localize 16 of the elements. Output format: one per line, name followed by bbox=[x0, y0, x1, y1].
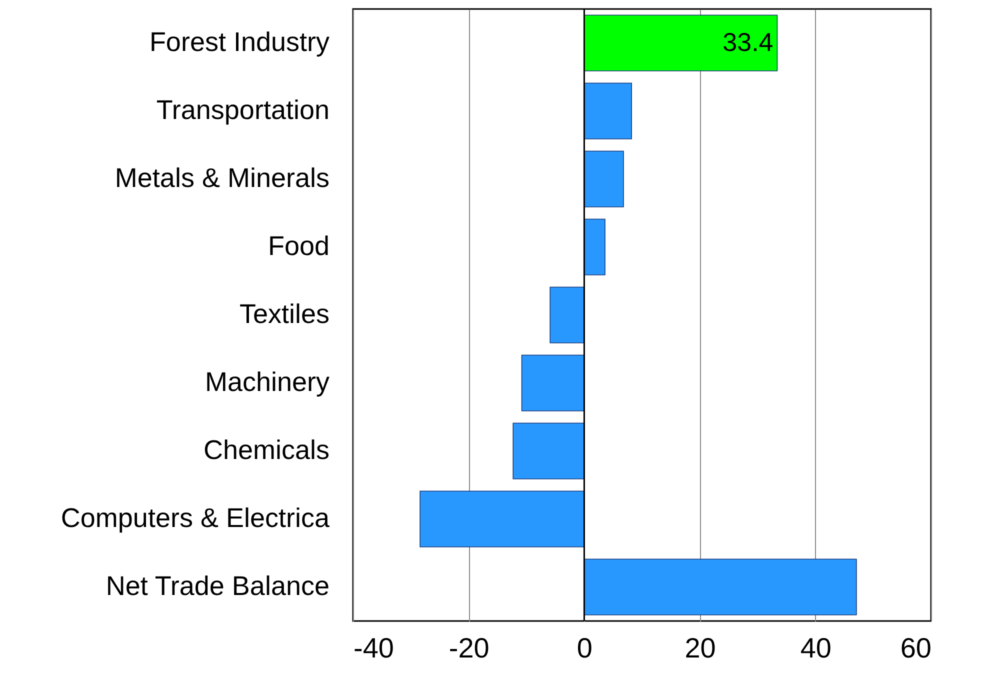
y-tick-label: Transportation bbox=[156, 95, 330, 125]
x-tick-label: -20 bbox=[448, 632, 490, 664]
x-tick-label: 40 bbox=[800, 632, 832, 664]
y-tick-label: Food bbox=[268, 231, 330, 261]
x-tick-label: 0 bbox=[576, 632, 592, 664]
y-tick-label: Metals & Minerals bbox=[114, 163, 330, 193]
y-tick-label: Forest Industry bbox=[149, 27, 330, 57]
y-tick-label: Net Trade Balance bbox=[106, 571, 330, 601]
x-tick-label: 60 bbox=[900, 632, 932, 664]
y-tick-label: Chemicals bbox=[203, 435, 330, 465]
y-tick-label: Computers & Electrica bbox=[60, 503, 330, 533]
y-tick-label: Textiles bbox=[239, 299, 330, 329]
y-tick-label: Machinery bbox=[204, 367, 330, 397]
data-label: 33.4 bbox=[722, 27, 774, 57]
x-tick-label: 20 bbox=[684, 632, 716, 664]
x-tick-label: -40 bbox=[354, 632, 394, 664]
